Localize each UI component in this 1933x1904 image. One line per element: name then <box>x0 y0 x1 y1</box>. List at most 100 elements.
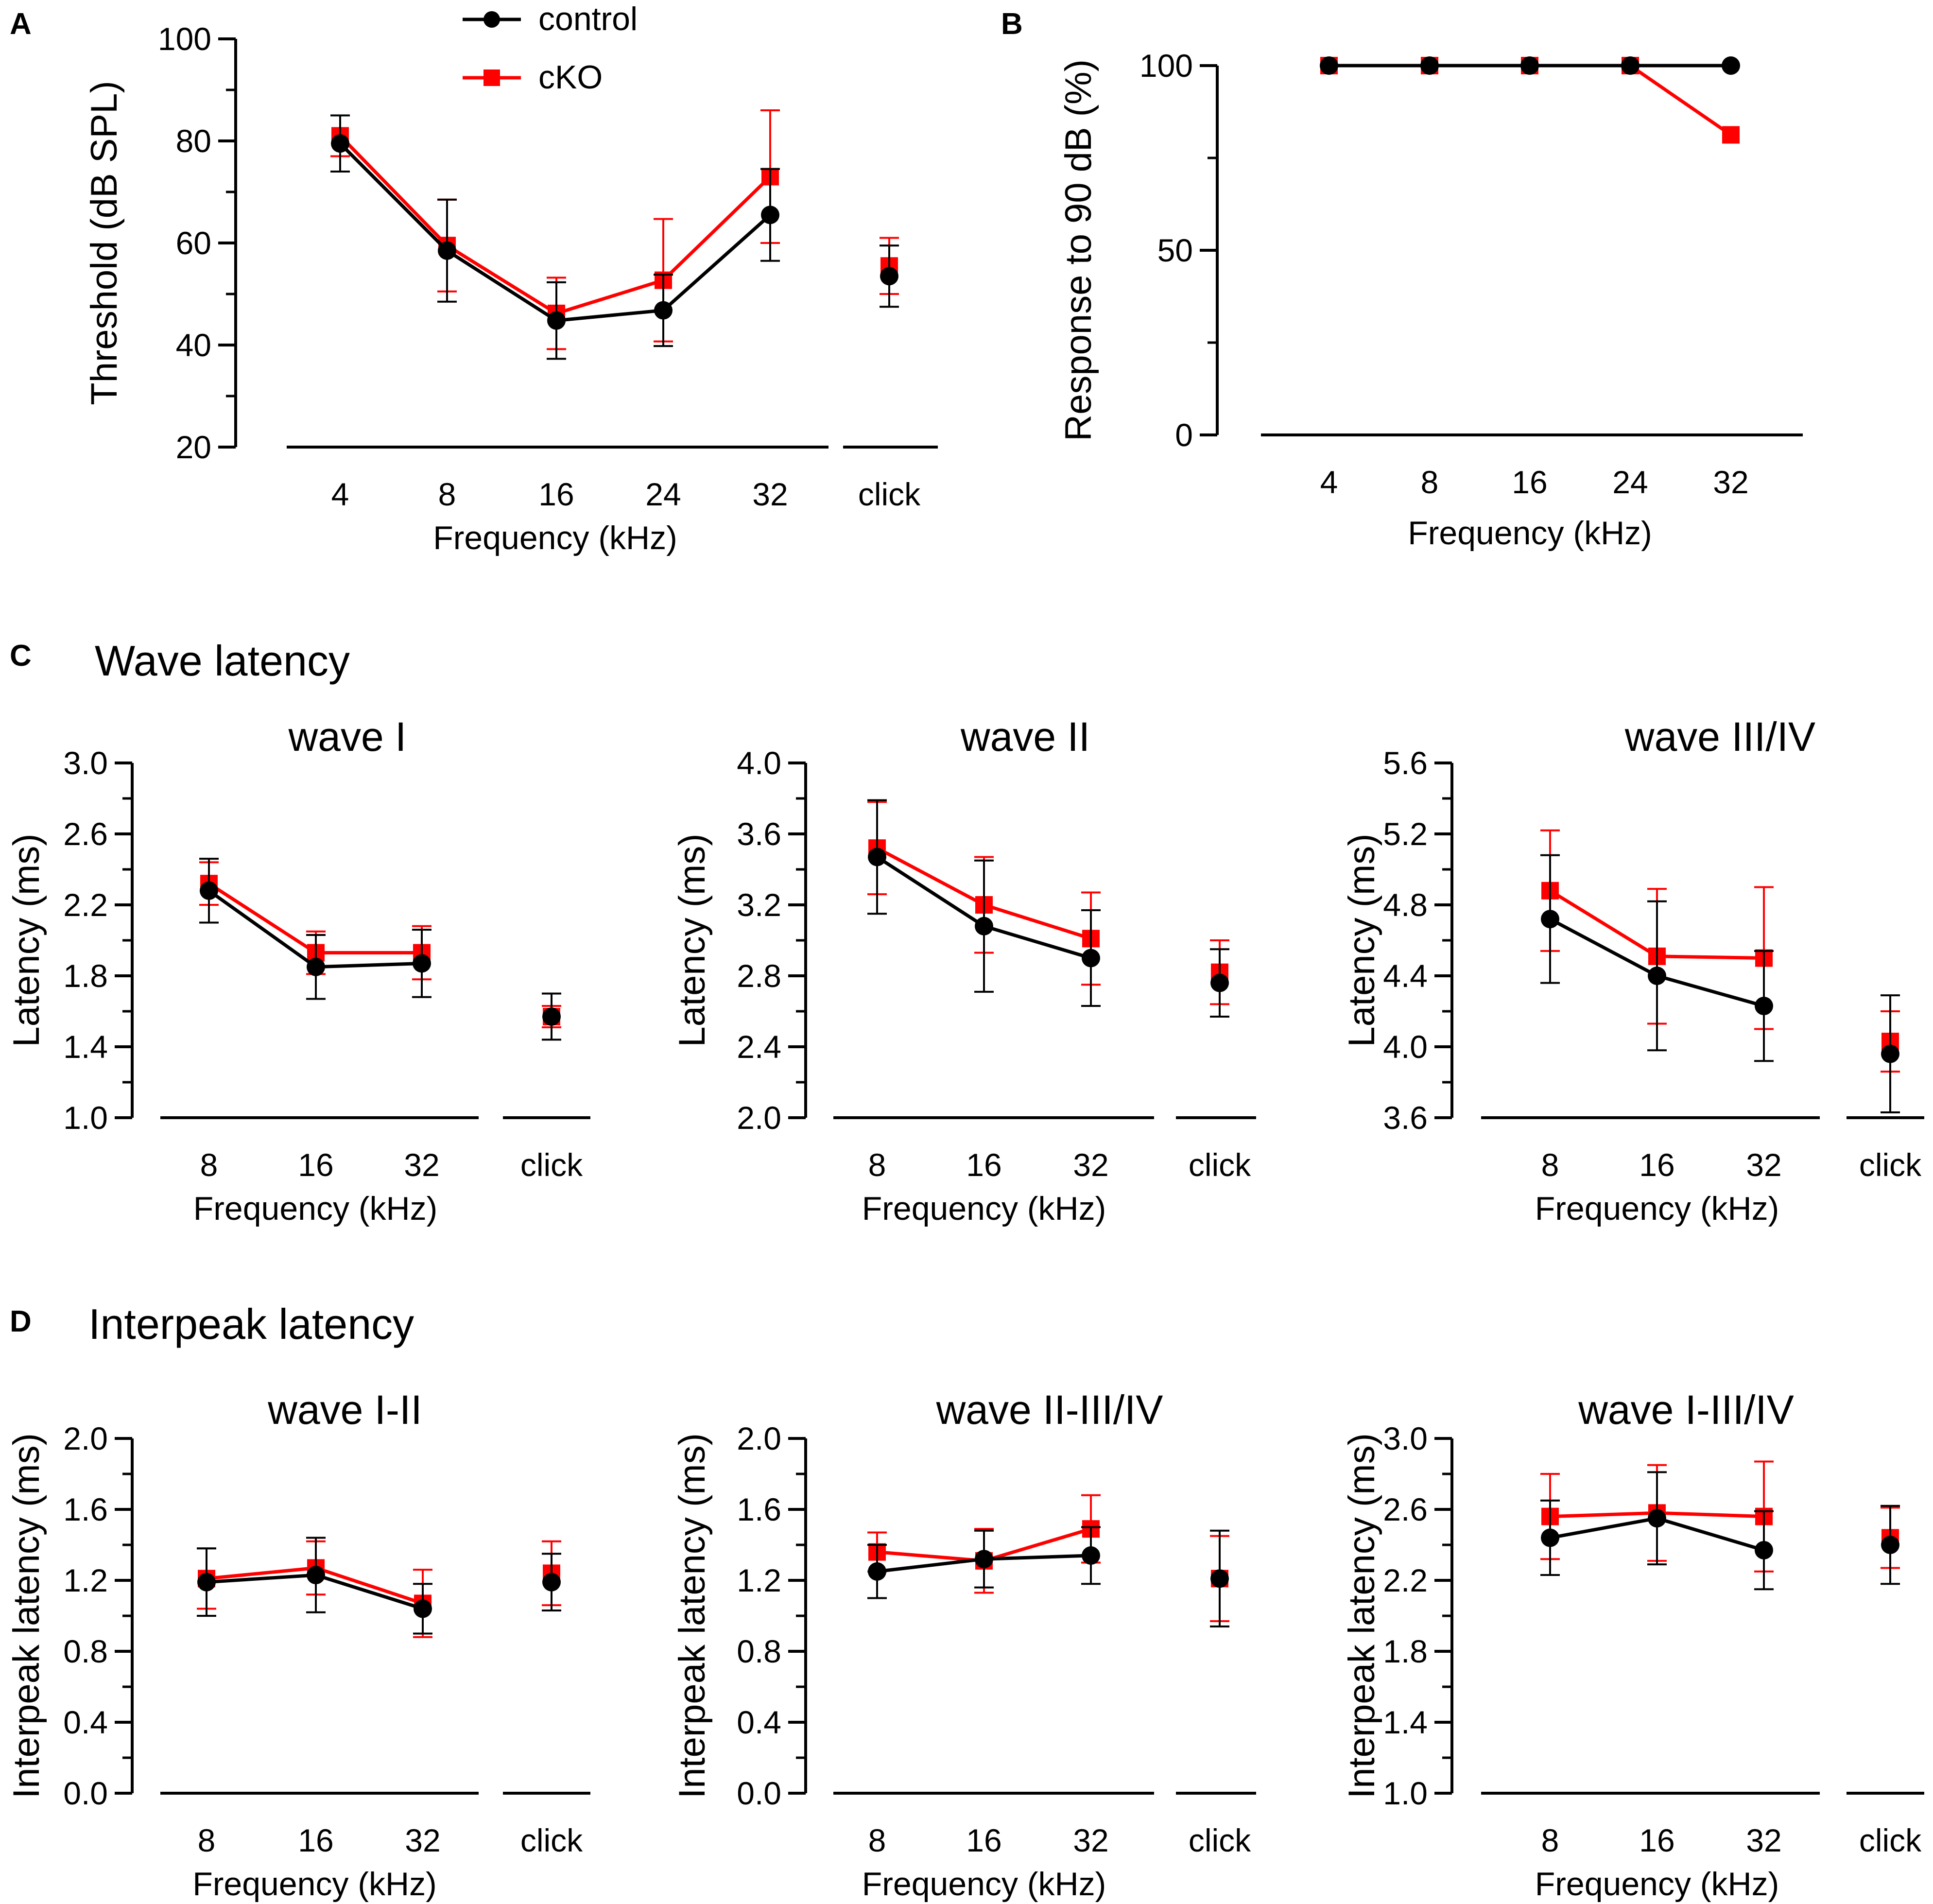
data-point <box>975 1550 993 1569</box>
y-tick-label: 1.2 <box>63 1562 108 1598</box>
y-tick-label: 1.0 <box>63 1100 108 1136</box>
y-tick-label: 4.0 <box>1383 1029 1428 1065</box>
data-point-click <box>1210 973 1229 992</box>
x-tick-label-click: click <box>858 476 921 512</box>
y-tick-label: 1.2 <box>737 1562 781 1598</box>
data-point <box>761 206 779 225</box>
data-point-click <box>1881 1044 1899 1063</box>
series-control <box>197 1537 561 1635</box>
panel-letter-c: C <box>10 639 32 673</box>
y-axis-label: Threshold (dB SPL) <box>84 81 125 405</box>
data-point <box>975 917 993 935</box>
data-point <box>1755 1541 1773 1559</box>
x-tick-label: 4 <box>1320 464 1338 500</box>
data-point <box>1621 56 1640 75</box>
y-axis-label: Latency (ms) <box>1341 833 1382 1047</box>
x-tick-label: 8 <box>1541 1822 1559 1858</box>
y-tick-label: 1.8 <box>63 958 108 994</box>
data-point <box>200 881 218 900</box>
data-point <box>654 301 673 320</box>
chart-title: wave II <box>960 714 1090 760</box>
y-tick-label: 3.6 <box>1383 1100 1428 1136</box>
y-tick-label: 1.8 <box>1383 1633 1428 1669</box>
x-tick-label: 8 <box>868 1147 886 1183</box>
series-cko <box>1540 829 1900 1073</box>
chart-title: wave II-III/IV <box>936 1387 1163 1433</box>
x-axis-label: Frequency (kHz) <box>1535 1866 1779 1903</box>
data-point <box>1648 967 1666 985</box>
series-line <box>339 142 772 323</box>
y-tick-label: 0.8 <box>63 1633 108 1669</box>
chart-c2: wave II 2.0 2.4 2.8 3.2 3.6 4.0 Latency (ms) 8 16… <box>672 714 1256 1227</box>
y-tick-label: 4.8 <box>1383 887 1428 923</box>
legend-cko-label: cKO <box>538 59 603 96</box>
data-point <box>547 311 566 330</box>
data-point <box>1420 56 1439 75</box>
y-tick-label: 2.6 <box>63 816 108 852</box>
x-tick-label: 32 <box>1073 1822 1108 1858</box>
y-tick-label: 80 <box>176 123 211 159</box>
y-tick-label: 20 <box>176 429 211 465</box>
x-axis-label: Frequency (kHz) <box>193 1190 438 1227</box>
data-point <box>438 241 456 260</box>
chart-d2: wave II-III/IV 0.0 0.4 0.8 1.2 1.6 2.0 Interpea… <box>672 1387 1256 1903</box>
y-tick-label: 2.0 <box>737 1100 781 1136</box>
y-tick-label: 1.0 <box>1383 1775 1428 1811</box>
chart-a: 20 40 60 80 100 Threshold (dB SPL) 4 8 16 24 32 cli… <box>84 21 938 556</box>
y-tick-label: 0.0 <box>737 1775 781 1811</box>
data-point-click <box>1881 1536 1899 1554</box>
x-tick-label-click: click <box>520 1147 583 1183</box>
y-tick-label: 2.0 <box>737 1420 781 1456</box>
x-axis-label: Frequency (kHz) <box>192 1866 437 1903</box>
data-point <box>331 134 349 153</box>
data-point <box>1520 56 1539 75</box>
y-tick-label: 0.4 <box>63 1704 108 1740</box>
series-cko <box>197 1540 561 1638</box>
x-tick-label: 24 <box>1612 464 1648 500</box>
chart-c1: wave I 1.0 1.4 1.8 2.2 2.6 3.0 Latency (ms) 8 16 3… <box>6 714 590 1227</box>
x-tick-label: 32 <box>1713 464 1748 500</box>
series-control <box>1540 854 1900 1114</box>
series-cko <box>867 801 1229 1005</box>
x-tick-label: 32 <box>752 476 788 512</box>
series-control <box>330 114 899 360</box>
x-tick-label: 8 <box>438 476 456 512</box>
y-tick-label: 4.0 <box>737 745 781 781</box>
data-point <box>868 848 886 866</box>
y-tick-label: 100 <box>1139 48 1193 84</box>
chart-title: wave III/IV <box>1624 714 1815 760</box>
y-tick-label: 2.8 <box>737 958 781 994</box>
y-tick-label: 40 <box>176 327 211 363</box>
y-tick-label: 2.6 <box>1383 1491 1428 1527</box>
x-axis-label: Frequency (kHz) <box>862 1866 1106 1903</box>
y-axis-label: Interpeak latency (ms) <box>6 1433 47 1799</box>
x-tick-label: 8 <box>198 1822 216 1858</box>
data-point-click <box>1210 1569 1229 1588</box>
y-axis-label: Response to 90 dB (%) <box>1058 59 1099 441</box>
legend-cko-marker <box>483 69 500 86</box>
y-axis-label: Latency (ms) <box>672 833 713 1047</box>
x-tick-label: 16 <box>538 476 574 512</box>
data-point <box>307 957 325 976</box>
y-tick-label: 0.8 <box>737 1633 781 1669</box>
chart-d1: wave I-II 0.0 0.4 0.8 1.2 1.6 2.0 Interpeak lat… <box>6 1387 590 1903</box>
series-control <box>1320 56 1740 75</box>
x-tick-label: 16 <box>966 1147 1001 1183</box>
series-line <box>339 135 772 315</box>
y-tick-label: 60 <box>176 225 211 261</box>
panel-letter-a: A <box>10 7 32 41</box>
x-tick-label: 16 <box>1639 1822 1674 1858</box>
series-cko <box>199 861 561 1028</box>
y-tick-label: 3.0 <box>1383 1420 1428 1456</box>
data-point <box>1541 910 1559 929</box>
chart-title: wave I-III/IV <box>1578 1387 1794 1433</box>
chart-d3: wave I-III/IV 1.0 1.4 1.8 2.2 2.6 3.0Interpeak… <box>1341 1387 1924 1903</box>
section-title-interpeak-latency: Interpeak latency <box>88 1300 414 1348</box>
data-point <box>1320 56 1338 75</box>
data-point <box>1648 1509 1666 1528</box>
y-tick-label: 1.6 <box>63 1491 108 1527</box>
chart-c3: wave III/IV 3.6 4.0 4.4 4.8 5.2 5.6 Latency (ms… <box>1341 714 1924 1227</box>
x-tick-label: 32 <box>1746 1822 1781 1858</box>
y-tick-label: 2.4 <box>737 1029 781 1065</box>
